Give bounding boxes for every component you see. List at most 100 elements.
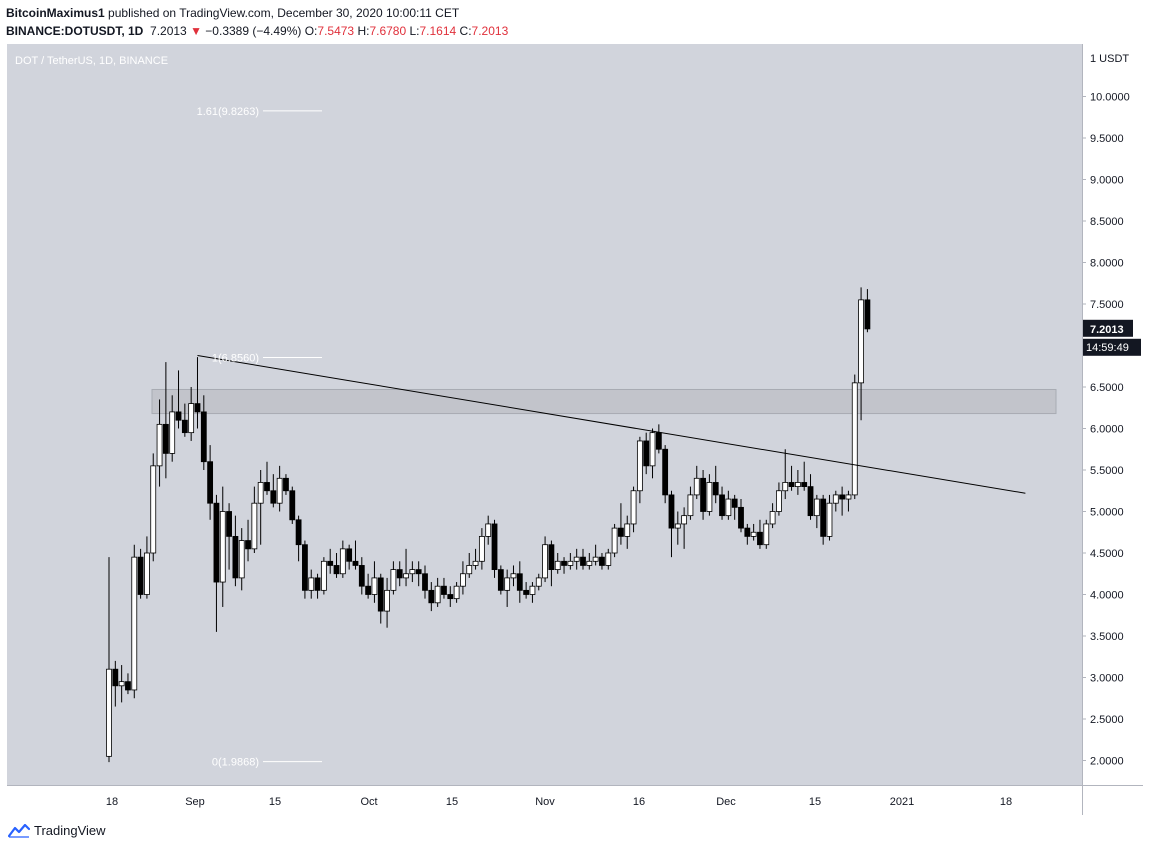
time-tick-label: Sep [185,796,205,808]
price-tick-label: 4.5000 [1090,548,1124,560]
candle-down [333,565,340,575]
candle-up [453,585,460,600]
price-tick-label: 7.5000 [1090,299,1124,311]
candle-down [788,482,795,488]
candle-up [826,502,833,537]
close-value: 7.2013 [471,24,509,38]
price-chart[interactable]: DOT / TetherUS, 1D, BINANCE 1.61(9.8263) 1… [7,44,1143,815]
candle-down [314,577,321,591]
price-tick-label: 8.0000 [1090,258,1124,270]
candle-up [592,556,599,562]
tradingview-logo-icon [8,823,30,838]
price-tick-label: 10.0000 [1090,92,1130,104]
candle-up [460,573,466,587]
price-tick-label: 6.0000 [1090,424,1124,436]
candle-up [573,556,580,562]
time-tick-label: 15 [446,796,458,808]
candle-down [226,511,232,537]
candle-up [782,482,789,492]
candle-down [181,419,188,434]
candle-down [801,482,808,488]
candle-down [820,498,827,537]
candle-up [605,552,612,566]
candle-down [283,477,289,492]
time-tick-label: Oct [360,796,377,808]
candle-down [415,569,422,575]
candle-up [403,573,409,579]
candle-down [447,594,454,600]
countdown-tag [1083,338,1141,356]
chart-frame[interactable]: DOT / TetherUS, 1D, BINANCE 1.61(9.8263) 1… [7,44,1143,815]
candle-up [725,498,732,517]
publish-header: BitcoinMaximus1 published on TradingView… [6,4,508,40]
low-value: 7.1614 [419,24,457,38]
candle-up [169,411,176,454]
candle-up [535,577,542,587]
candle-up [188,403,195,434]
resistance-zone [151,388,1057,415]
high-value: 7.6780 [369,24,407,38]
candle-down [358,565,365,587]
price-tick-label: 8.5000 [1090,216,1124,228]
candle-down [516,573,523,591]
candle-down [112,668,119,687]
candle-up [624,523,631,537]
candle-up [674,523,681,529]
candle-up [409,569,416,575]
candle-up [813,498,820,517]
last-price-tag-label: 7.2013 [1090,324,1124,336]
candle-down [807,486,814,517]
candle-up [769,511,776,525]
candle-up [156,423,163,467]
footer: TradingView [8,823,106,838]
ohlc-line: BINANCE:DOTUSDT, 1D 7.2013 ▼ −0.3389 (−4… [6,22,508,40]
candle-up [567,560,574,566]
candle-up [554,560,561,570]
candle-up [339,548,346,575]
candle-down [668,494,675,529]
countdown-tag-label: 14:59:49 [1086,342,1129,354]
price-axis-ticks: 1 USDT 10.0000 9.5000 9.0000 8.5000 8.0000 7.5… [1082,53,1130,768]
candle-up [776,490,782,512]
time-tick-label: Dec [716,796,736,808]
last-price-tag [1083,319,1133,337]
candle-down [864,299,871,330]
publish-info: published on TradingView.com, December 3… [108,6,460,20]
candle-up [845,494,852,500]
candle-up [144,552,150,595]
price-tick-label: 4.0000 [1090,590,1124,602]
candle-up [276,477,283,504]
price-tick-label: 2.5000 [1090,714,1124,726]
candle-down [327,560,334,566]
candle-up [858,299,864,384]
candle-down [162,423,169,454]
candle-down [194,403,201,413]
candle-down [839,494,846,500]
candle-up [542,544,548,579]
candle-up [485,523,492,537]
candle-up [131,556,138,691]
time-tick-label: 15 [809,796,821,808]
fib-level-label: 1(6.8560) [212,352,259,364]
candle-down [125,681,131,691]
candle-up [106,668,112,757]
candle-down [618,527,624,537]
candle-up [308,577,315,591]
footer-brand[interactable]: TradingView [34,823,106,838]
candle-up [371,577,378,595]
candle-down [738,506,744,529]
candle-up [763,523,770,546]
author-name[interactable]: BitcoinMaximus1 [6,6,105,20]
candle-up [851,382,858,496]
candle-down [523,589,530,595]
candle-down [712,482,719,496]
candle-up [434,585,441,604]
candle-down [270,490,277,504]
price-tick-label: 3.5000 [1090,631,1124,643]
last-price: 7.2013 [150,24,187,38]
candle-down [396,569,403,579]
candle-down [175,411,182,421]
price-tick-label: 6.5000 [1090,382,1124,394]
candle-up [466,565,473,575]
descending-trendline [197,354,1026,494]
